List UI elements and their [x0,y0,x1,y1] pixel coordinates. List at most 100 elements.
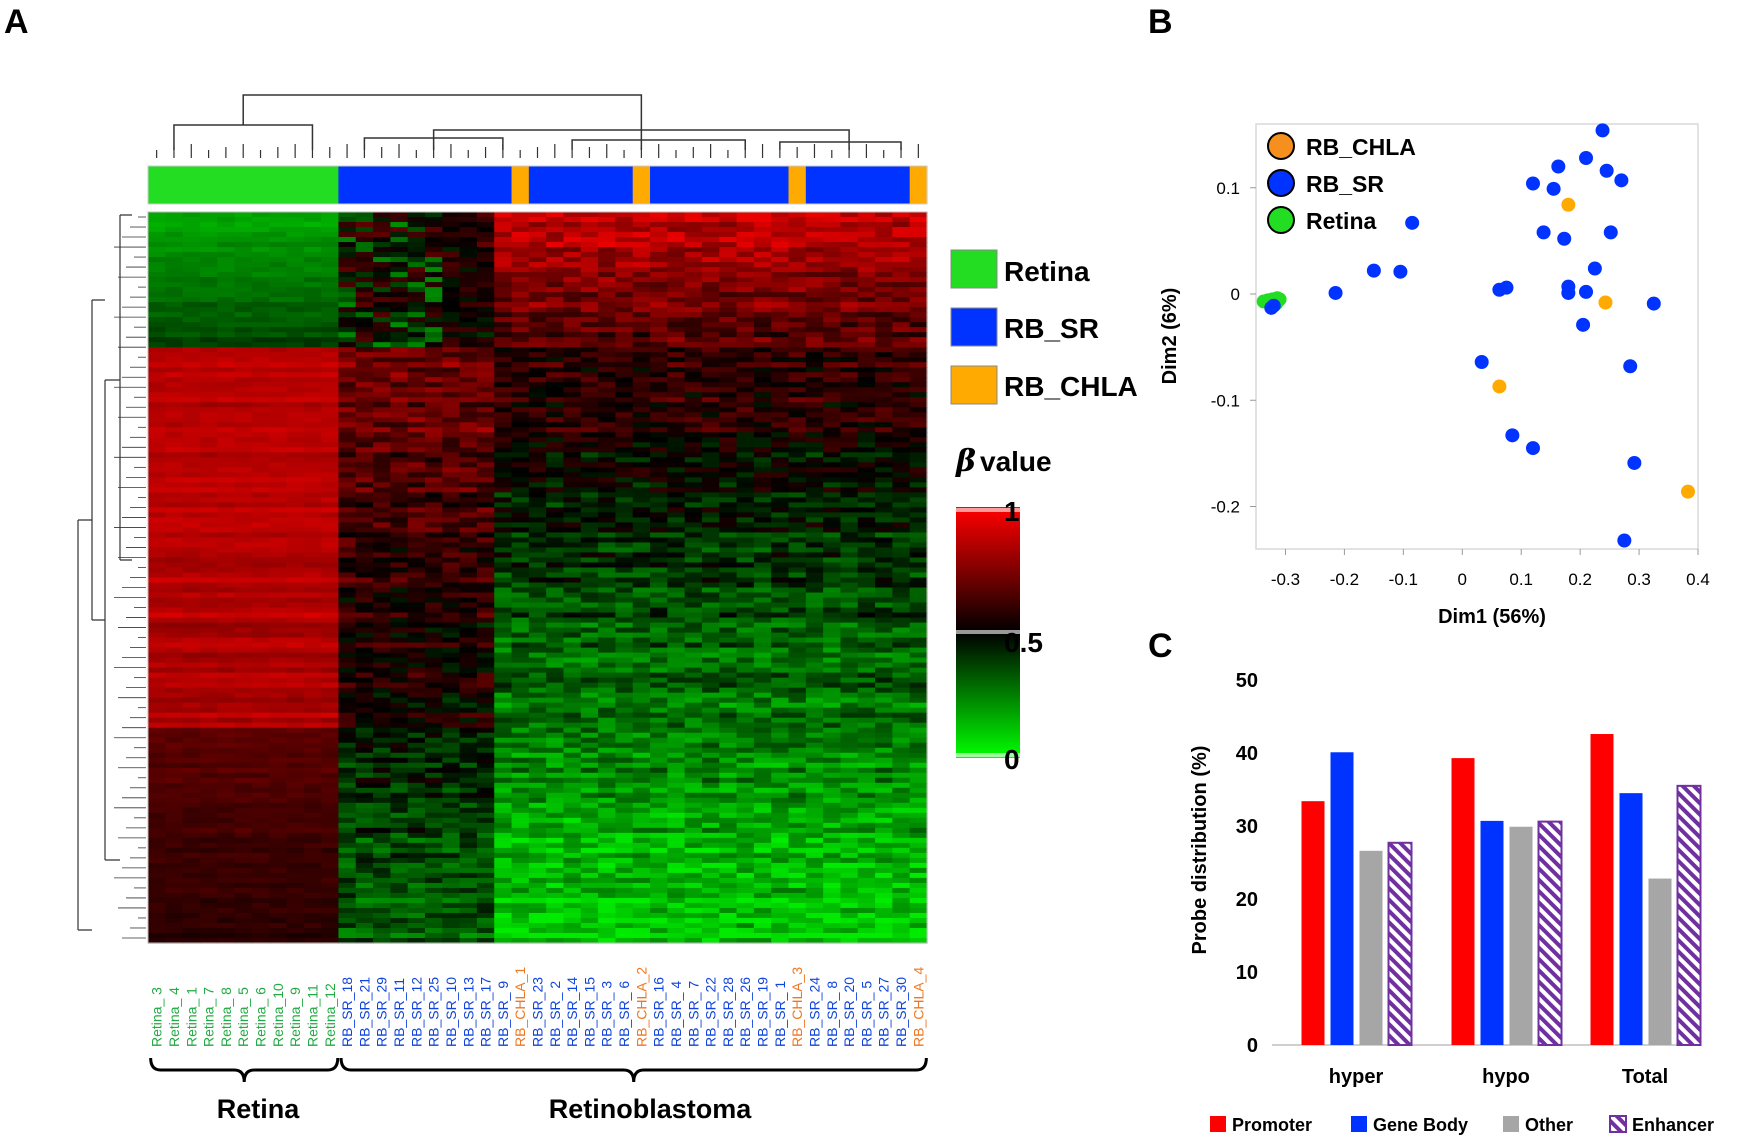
heatmap-cell [805,722,824,729]
heatmap-cell [269,607,288,614]
heatmap-cell [390,722,409,729]
heatmap-cell [199,397,218,403]
heatmap-cell [303,302,322,308]
heatmap-cell [494,247,513,253]
heatmap-cell [598,622,616,629]
heatmap-cell [338,387,357,393]
heatmap-cell [823,342,842,348]
heatmap-cell [788,497,807,503]
heatmap-cell [251,642,270,649]
heatmap-cell [338,617,357,624]
heatmap-cell [459,532,478,539]
heatmap-cell [823,317,842,323]
heatmap-cell [632,227,651,233]
heatmap-cell [459,617,478,624]
heatmap-cell [373,342,391,348]
heatmap-cell [840,642,859,649]
heatmap-cell [148,602,166,609]
heatmap-cell [165,487,184,493]
heatmap-cell [442,432,461,438]
heatmap-cell [390,437,409,443]
heatmap-cell [598,562,616,569]
heatmap-cell [182,532,201,539]
heatmap-cell [753,507,772,514]
heatmap-cell [719,362,738,368]
heatmap-cell [857,242,876,248]
heatmap-cell [840,562,859,569]
heatmap-cell [355,312,374,318]
heatmap-cell [217,317,236,323]
heatmap-cell [251,707,270,714]
heatmap-cell [546,347,565,353]
heatmap-cell [494,487,513,493]
heatmap-cell [165,517,184,524]
heatmap-cell [148,267,166,273]
heatmap-cell [598,672,616,679]
heatmap-cell [217,687,236,694]
heatmap-cell [373,622,391,629]
heatmap-cell [580,217,599,223]
heatmap-cell [667,332,686,338]
heatmap-cell [148,282,166,288]
heatmap-cell [650,742,668,749]
heatmap-cell [373,407,391,413]
heatmap-cell [442,577,461,584]
heatmap-cell [251,242,270,248]
heatmap-cell [199,402,218,408]
heatmap-cell [892,717,911,724]
heatmap-cell [338,657,357,664]
heatmap-cell [580,742,599,749]
heatmap-cell [753,482,772,488]
heatmap-cell [771,692,790,699]
heatmap-cell [892,647,911,654]
heatmap-cell [424,447,443,453]
heatmap-cell [251,422,270,428]
heatmap-cell [650,332,668,338]
heatmap-cell [753,627,772,634]
heatmap-cell [736,397,755,403]
heatmap-cell [303,402,322,408]
heatmap-cell [269,532,288,539]
heatmap-cell [407,502,426,509]
heatmap-cell [424,417,443,423]
heatmap-cell [788,382,807,388]
heatmap-cell [684,657,703,664]
heatmap-cell [909,302,928,308]
heatmap-cell [615,522,634,529]
dendrogram-branch [779,141,902,150]
heatmap-cell [407,512,426,519]
heatmap-cell [269,502,288,509]
heatmap-cell [823,657,842,664]
heatmap-cell [442,582,461,589]
heatmap-cell [615,572,634,579]
heatmap-cell [892,572,911,579]
heatmap-cell [546,382,565,388]
heatmap-cell [234,562,253,569]
heatmap-cell [251,412,270,418]
heatmap-cell [251,577,270,584]
heatmap-cell [701,437,720,443]
heatmap-cell [182,632,201,639]
heatmap-cell [805,437,824,443]
heatmap-cell [390,247,409,253]
heatmap-cell [199,292,218,298]
heatmap-cell [182,437,201,443]
heatmap-cell [199,687,218,694]
heatmap-cell [580,737,599,744]
heatmap-cell [546,587,565,594]
heatmap-cell [909,537,928,544]
heatmap-cell [338,672,357,679]
heatmap-cell [528,352,547,358]
heatmap-cell [373,277,391,283]
heatmap-cell [805,372,824,378]
heatmap-cell [684,332,703,338]
heatmap-cell [269,662,288,669]
heatmap-cell [528,227,547,233]
heatmap-cell [736,662,755,669]
heatmap-cell [736,677,755,684]
heatmap-cell [182,342,201,348]
heatmap-cell [303,577,322,584]
heatmap-cell [736,502,755,509]
heatmap-cell [199,497,218,503]
heatmap-cell [650,517,668,524]
